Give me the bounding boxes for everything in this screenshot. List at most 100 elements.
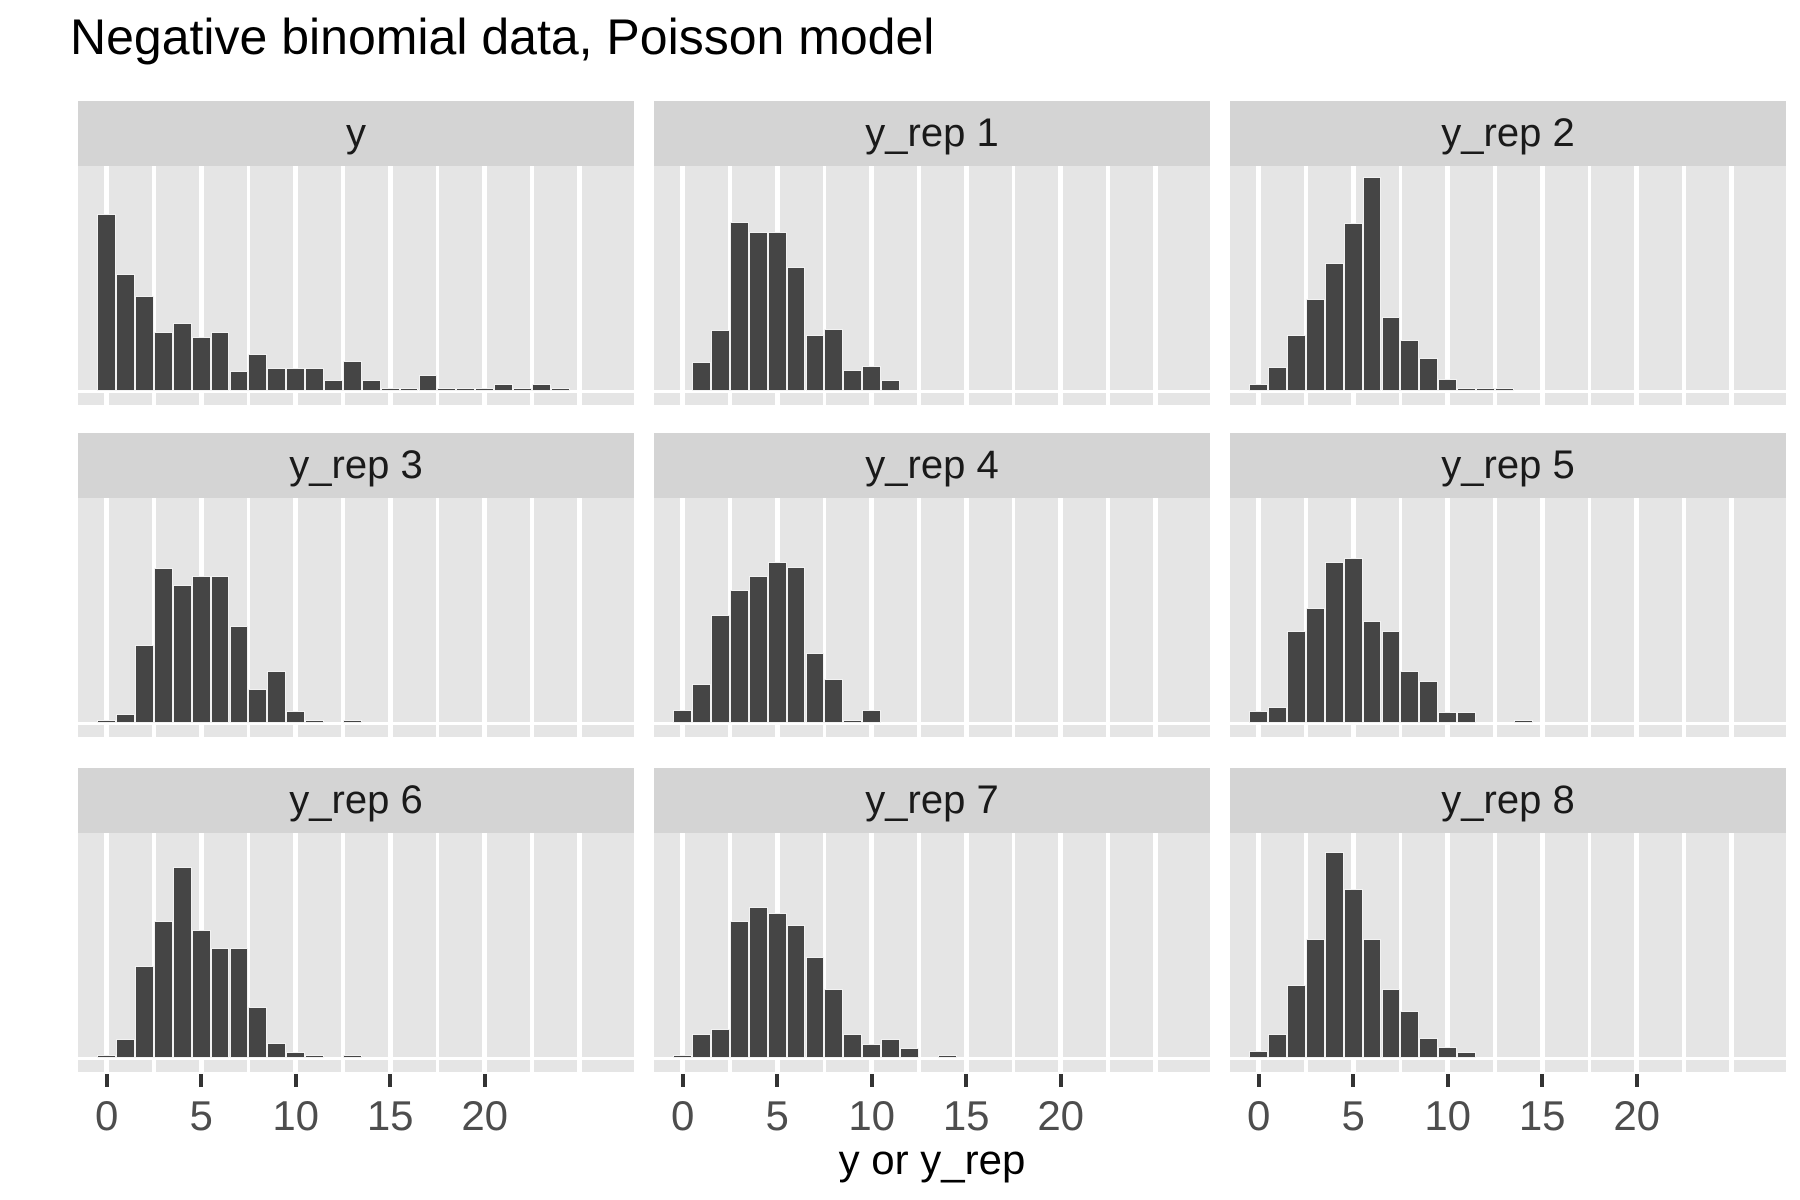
histogram-bar — [1457, 1052, 1476, 1058]
x-tick-mark — [1351, 1074, 1356, 1087]
minor-gridline — [1011, 166, 1016, 405]
major-gridline — [482, 833, 488, 1072]
x-tick-mark — [869, 1074, 874, 1087]
histogram-bar — [673, 1054, 693, 1058]
x-tick-label: 15 — [366, 1092, 414, 1139]
x-tick-mark — [1540, 1074, 1545, 1087]
x-tick-mark — [388, 1074, 393, 1087]
major-gridline — [680, 166, 686, 405]
histogram-bar — [711, 615, 730, 723]
histogram-bar — [1249, 1051, 1269, 1058]
minor-gridline — [1493, 833, 1497, 1072]
histogram-bar — [191, 929, 211, 1058]
histogram-bar — [1419, 1038, 1439, 1058]
histogram-bar — [172, 866, 192, 1058]
minor-gridline — [1587, 166, 1592, 405]
major-gridline — [293, 833, 299, 1072]
x-tick-label: 15 — [942, 1092, 990, 1139]
major-gridline — [1634, 498, 1640, 737]
x-tick-mark — [482, 1074, 487, 1087]
histogram-bar — [1438, 379, 1458, 391]
histogram-bar — [361, 380, 381, 391]
histogram-bar — [1324, 263, 1344, 391]
x-tick-label: 5 — [189, 1092, 213, 1139]
histogram-bar — [805, 334, 825, 391]
histogram-bar — [97, 719, 117, 723]
histogram-bar — [824, 678, 844, 723]
histogram-bar — [1513, 720, 1533, 723]
minor-gridline — [1682, 498, 1686, 737]
histogram-bar — [1324, 562, 1344, 723]
x-tick-mark — [680, 1074, 685, 1087]
minor-gridline — [341, 498, 345, 737]
histogram-bar — [1457, 712, 1476, 723]
histogram-bar — [475, 388, 495, 391]
histogram-bar — [824, 328, 844, 391]
histogram-bar — [437, 388, 457, 391]
major-gridline — [576, 833, 582, 1072]
major-gridline — [1728, 498, 1734, 737]
major-gridline — [963, 498, 969, 737]
x-tick-label: 0 — [671, 1092, 695, 1139]
minor-gridline — [152, 833, 156, 1072]
major-gridline — [387, 498, 393, 737]
histogram-bar — [862, 709, 882, 723]
histogram-bar — [342, 1054, 362, 1058]
minor-gridline — [1682, 166, 1686, 405]
histogram-bar — [1343, 223, 1363, 391]
x-tick-label: 5 — [1341, 1092, 1365, 1139]
zero-baseline — [1230, 722, 1786, 725]
major-gridline — [1152, 833, 1158, 1072]
histogram-bar — [154, 568, 173, 723]
histogram-bar — [191, 575, 211, 723]
major-gridline — [104, 833, 110, 1072]
histogram-bar — [1438, 712, 1458, 723]
histogram-bar — [937, 1054, 957, 1058]
histogram-bar — [513, 388, 532, 391]
histogram-bar — [550, 388, 570, 391]
x-tick-label: 15 — [1518, 1092, 1566, 1139]
minor-gridline — [1304, 166, 1308, 405]
major-gridline — [576, 498, 582, 737]
zero-baseline — [78, 722, 634, 725]
major-gridline — [1256, 166, 1262, 405]
histogram-bar — [692, 361, 711, 391]
major-gridline — [387, 833, 393, 1072]
x-tick-label: 10 — [1424, 1092, 1472, 1139]
facet-panel — [78, 166, 634, 405]
histogram-bar — [786, 925, 806, 1058]
histogram-bar — [1249, 711, 1269, 723]
histogram-bar — [786, 567, 806, 723]
histogram-bar — [286, 368, 306, 391]
histogram-bar — [229, 948, 249, 1058]
histogram-bar — [1400, 671, 1420, 723]
histogram-bar — [97, 1054, 117, 1058]
facet-panel — [78, 833, 634, 1072]
minor-gridline — [822, 833, 827, 1072]
histogram-bar — [692, 683, 711, 723]
minor-gridline — [822, 166, 827, 405]
minor-gridline — [1106, 498, 1110, 737]
major-gridline — [293, 498, 299, 737]
major-gridline — [1152, 498, 1158, 737]
histogram-bar — [843, 370, 863, 391]
minor-gridline — [917, 166, 921, 405]
facet-strip-label: y_rep 4 — [865, 443, 999, 487]
minor-gridline — [246, 833, 251, 1072]
x-tick-mark — [775, 1074, 780, 1087]
major-gridline — [1634, 166, 1640, 405]
histogram-bar — [1476, 388, 1495, 391]
minor-gridline — [1398, 166, 1403, 405]
minor-gridline — [246, 498, 251, 737]
x-tick-mark — [104, 1074, 109, 1087]
x-axis-title: y or y_rep — [838, 1136, 1026, 1183]
histogram-bar — [748, 576, 768, 723]
histogram-bar — [730, 921, 749, 1058]
minor-gridline — [1682, 833, 1686, 1072]
facet-panel — [654, 833, 1210, 1072]
histogram-bar — [267, 368, 287, 391]
histogram-bar — [730, 221, 749, 391]
x-tick-label: 0 — [95, 1092, 119, 1139]
histogram-bar — [154, 331, 173, 391]
